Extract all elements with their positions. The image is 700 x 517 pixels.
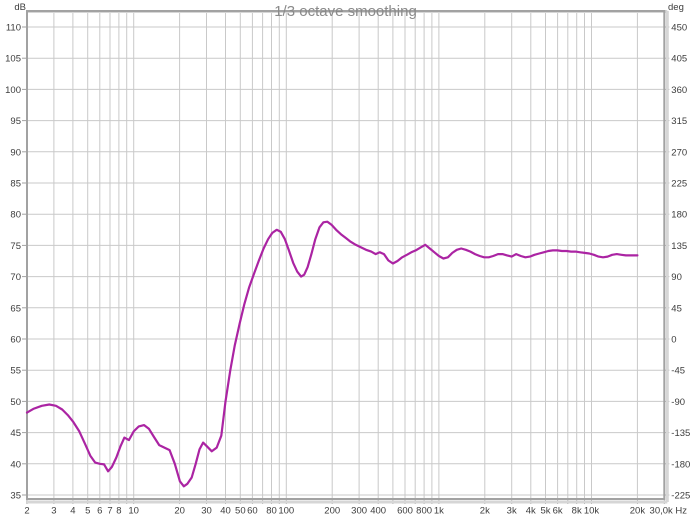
- freq-tick-label: 6: [97, 506, 102, 517]
- freq-tick-label: 80: [266, 506, 277, 517]
- db-tick-label: 55: [10, 366, 21, 377]
- plot-border-bevel-bottom: [27, 500, 668, 504]
- freq-tick-label: 60: [247, 506, 258, 517]
- deg-tick-label: 90: [671, 272, 682, 283]
- freq-tick-label: 200: [324, 506, 340, 517]
- freq-tick-label: 2: [24, 506, 29, 517]
- db-tick-label: 90: [10, 147, 21, 158]
- deg-tick-label: 135: [671, 241, 687, 252]
- plot-border-bevel-right: [665, 11, 669, 502]
- deg-tick-label: 360: [671, 85, 687, 96]
- freq-tick-label: 5: [85, 506, 90, 517]
- db-tick-label: 100: [5, 85, 21, 96]
- freq-tick-label: 6k: [553, 506, 563, 517]
- grid-lines: [26, 11, 665, 499]
- freq-tick-label: 8k: [572, 506, 582, 517]
- db-tick-label: 80: [10, 210, 21, 221]
- left-axis-unit-label: dB: [14, 2, 26, 13]
- db-tick-label: 60: [10, 335, 21, 346]
- deg-tick-label: -135: [671, 428, 690, 439]
- freq-tick-label: 10: [128, 506, 139, 517]
- freq-tick-label: 7: [107, 506, 112, 517]
- freq-tick-label: 3: [51, 506, 56, 517]
- freq-tick-label: 40: [220, 506, 231, 517]
- deg-tick-label: 45: [671, 303, 682, 314]
- db-tick-label: 95: [10, 116, 21, 127]
- freq-tick-label: 30: [201, 506, 212, 517]
- deg-tick-label: -225: [671, 491, 690, 502]
- freq-tick-label: 50: [235, 506, 246, 517]
- freq-tick-label: 4: [70, 506, 75, 517]
- deg-tick-label: 450: [671, 23, 687, 34]
- freq-tick-label: 30,0k Hz: [650, 506, 688, 517]
- freq-tick-label: 100: [278, 506, 294, 517]
- db-tick-label: 105: [5, 54, 21, 65]
- db-tick-label: 110: [6, 23, 21, 34]
- freq-tick-label: 800: [416, 506, 432, 517]
- freq-tick-label: 400: [370, 506, 386, 517]
- db-tick-label: 35: [10, 491, 21, 502]
- db-tick-label: 65: [10, 303, 21, 314]
- freq-tick-label: 8: [116, 506, 121, 517]
- freq-tick-label: 20k: [630, 506, 646, 517]
- freq-tick-label: 1k: [434, 506, 444, 517]
- db-tick-label: 50: [10, 397, 21, 408]
- deg-tick-label: 0: [671, 335, 676, 346]
- chart-title: 1/3 octave smoothing: [274, 3, 417, 20]
- deg-tick-label: 270: [671, 147, 687, 158]
- freq-tick-label: 300: [351, 506, 367, 517]
- db-tick-label: 75: [10, 241, 21, 252]
- db-tick-label: 85: [10, 179, 21, 190]
- deg-tick-label: 225: [671, 179, 687, 190]
- db-tick-label: 45: [10, 428, 21, 439]
- deg-tick-label: 180: [671, 210, 687, 221]
- response-curve: [25, 220, 639, 488]
- plot-border: [26, 10, 666, 500]
- freq-tick-label: 20: [174, 506, 185, 517]
- deg-tick-label: -90: [671, 397, 685, 408]
- db-tick-label: 70: [10, 272, 21, 283]
- deg-tick-label: -45: [671, 366, 685, 377]
- right-axis-unit-label: deg: [668, 2, 684, 13]
- freq-tick-label: 10k: [584, 506, 600, 517]
- freq-tick-label: 2k: [480, 506, 490, 517]
- db-tick-label: 40: [10, 459, 21, 470]
- axis-tick-labels: 1101051009590858075706560555045403545040…: [5, 23, 690, 517]
- freq-tick-label: 5k: [541, 506, 551, 517]
- deg-tick-label: 405: [671, 54, 687, 65]
- deg-tick-label: 315: [671, 116, 687, 127]
- freq-tick-label: 4k: [526, 506, 536, 517]
- deg-tick-label: -180: [671, 459, 690, 470]
- freq-tick-label: 600: [397, 506, 413, 517]
- freq-tick-label: 3k: [507, 506, 517, 517]
